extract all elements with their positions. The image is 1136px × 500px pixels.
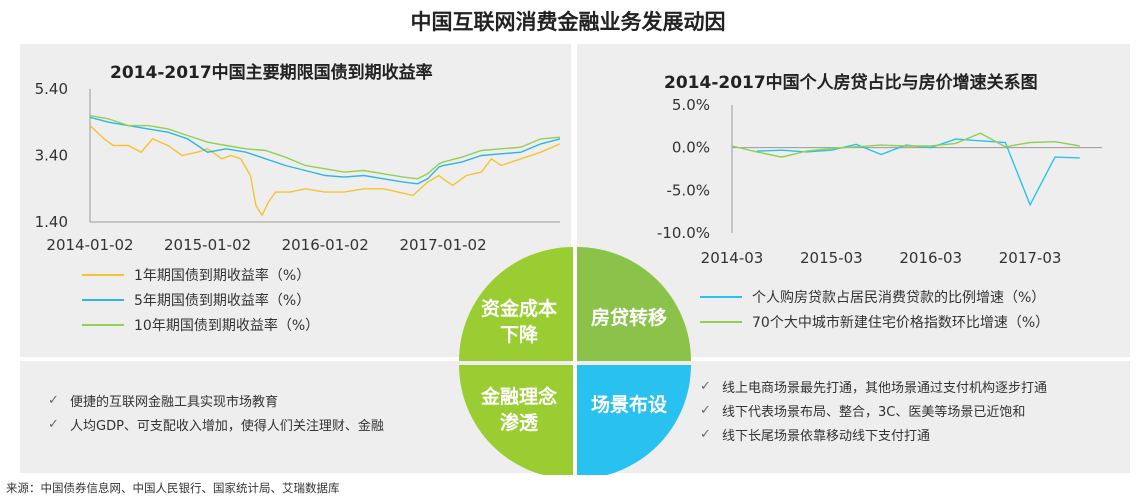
- mortgage-chart-title: 2014-2017中国个人房贷占比与房价增速关系图: [664, 73, 1038, 93]
- quadrant-bottom-left: [459, 365, 573, 475]
- legend-item-price: 70个大中城市新建住宅价格指数环比增速（%）: [700, 309, 1049, 334]
- mortgage-price-chart: 5.0% 0.0% -5.0% -10.0% 2014-03 2015-03 2016-03…: [657, 96, 1102, 267]
- legend-swatch-mortgage: [700, 295, 742, 298]
- list-item: ✓ 线上电商场景最先打通，其他场景通过支付机构逐步打通: [700, 374, 1047, 398]
- list-item: ✓ 人均GDP、可支配收入增加，使得人们关注理财、金融: [48, 412, 384, 436]
- legend-swatch-price: [700, 320, 742, 323]
- legend-swatch-10y: [82, 323, 124, 326]
- x-tick-label: 2014-01-02: [46, 236, 133, 254]
- x-tick-label: 2017-01-02: [399, 236, 486, 254]
- bond-legend: 1年期国债到期收益率（%） 5年期国债到期收益率（%） 10年期国债到期收益率（…: [82, 262, 319, 337]
- center-quadrant-circle: [459, 247, 691, 475]
- y-tick-label: -5.0%: [666, 181, 710, 199]
- source-note: 来源：中国债券信息网、中国人民银行、国家统计局、艾瑞数据库: [6, 481, 340, 495]
- legend-label-price: 70个大中城市新建住宅价格指数环比增速（%）: [752, 314, 1050, 331]
- bond-chart-title: 2014-2017中国主要期限国债到期收益率: [110, 63, 433, 83]
- bullet-text: 线下代表场景布局、整合，3C、医美等场景已近饱和: [722, 404, 1026, 420]
- legend-item-mortgage: 个人购房贷款占居民消费贷款的比例增速（%）: [700, 284, 1049, 309]
- legend-item-10y: 10年期国债到期收益率（%）: [82, 312, 319, 337]
- y-tick-label: -10.0%: [657, 224, 710, 242]
- check-icon: ✓: [48, 416, 59, 432]
- legend-item-5y: 5年期国债到期收益率（%）: [82, 287, 319, 312]
- y-tick-label: 3.40: [35, 147, 68, 165]
- page-title: 中国互联网消费金融业务发展动因: [410, 10, 726, 34]
- quadrant-top-left: [459, 247, 573, 361]
- legend-item-1y: 1年期国债到期收益率（%）: [82, 262, 319, 287]
- legend-label-mortgage: 个人购房贷款占居民消费贷款的比例增速（%）: [752, 289, 1046, 306]
- x-tick-label: 2015-03: [800, 249, 863, 267]
- y-tick-label: 5.0%: [672, 96, 710, 114]
- list-item: ✓ 线下代表场景布局、整合，3C、医美等场景已近饱和: [700, 398, 1047, 422]
- series-line: [756, 138, 1080, 207]
- check-icon: ✓: [700, 402, 711, 418]
- bullet-text: 线上电商场景最先打通，其他场景通过支付机构逐步打通: [722, 380, 1048, 396]
- bond-yield-chart: 5.40 3.40 1.40 2014-01-02 2015-01-02 2016-01-…: [35, 80, 561, 254]
- right-bullet-list: ✓ 线上电商场景最先打通，其他场景通过支付机构逐步打通 ✓ 线下代表场景布局、整合，…: [700, 374, 1047, 446]
- quadrant-label-mortgage-shift: 房贷转移: [590, 307, 667, 329]
- check-icon: ✓: [48, 392, 59, 408]
- legend-label-5y: 5年期国债到期收益率（%）: [134, 292, 311, 309]
- y-tick-label: 5.40: [35, 80, 68, 98]
- y-tick-label: 0.0%: [672, 139, 710, 157]
- x-tick-label: 2015-01-02: [164, 236, 251, 254]
- x-tick-label: 2016-03: [899, 249, 962, 267]
- y-tick-label: 1.40: [35, 213, 68, 231]
- quadrant-top-right: [577, 247, 691, 361]
- list-item: ✓ 便捷的互联网金融工具实现市场教育: [48, 388, 384, 412]
- series-line: [89, 125, 561, 217]
- x-tick-label: 2017-03: [999, 249, 1062, 267]
- left-bullet-list: ✓ 便捷的互联网金融工具实现市场教育 ✓ 人均GDP、可支配收入增加，使得人们关注理…: [48, 388, 384, 436]
- legend-swatch-1y: [82, 273, 124, 276]
- series-line: [89, 114, 561, 180]
- quadrant-bottom-right: [577, 365, 691, 475]
- check-icon: ✓: [700, 426, 711, 442]
- list-item: ✓ 线下长尾场景依靠移动线下支付打通: [700, 422, 1047, 446]
- legend-label-10y: 10年期国债到期收益率（%）: [134, 317, 320, 334]
- check-icon: ✓: [700, 378, 711, 394]
- bullet-text: 便捷的互联网金融工具实现市场教育: [70, 394, 279, 410]
- quadrant-label-finance-concept: 金融理念渗透: [480, 386, 557, 434]
- quadrant-label-capital-cost: 资金成本下降: [480, 298, 557, 346]
- series-line: [731, 132, 1080, 158]
- series-line: [89, 116, 561, 185]
- x-tick-label: 2014-03: [701, 249, 764, 267]
- legend-swatch-5y: [82, 298, 124, 301]
- quadrant-label-scenario-layout: 场景布设: [590, 394, 667, 416]
- bullet-text: 线下长尾场景依靠移动线下支付打通: [722, 428, 931, 444]
- legend-label-1y: 1年期国债到期收益率（%）: [134, 267, 311, 284]
- x-tick-label: 2016-01-02: [282, 236, 369, 254]
- mortgage-legend: 个人购房贷款占居民消费贷款的比例增速（%） 70个大中城市新建住宅价格指数环比增…: [700, 284, 1049, 334]
- bullet-text: 人均GDP、可支配收入增加，使得人们关注理财、金融: [70, 418, 384, 434]
